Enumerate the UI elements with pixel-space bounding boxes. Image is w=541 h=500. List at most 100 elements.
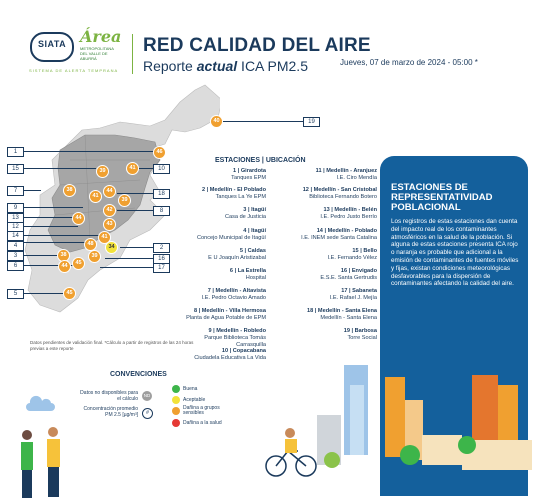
leader-line-2 bbox=[120, 247, 155, 248]
station-entry: 6 | La Estrella Hospital bbox=[229, 268, 266, 281]
station-marker[interactable]: 41 bbox=[89, 190, 102, 203]
station-entry: 4 | Itagüí Concejo Municipal de Itagüí bbox=[196, 228, 266, 241]
legend-title: CONVENCIONES bbox=[110, 371, 167, 378]
person-legs bbox=[48, 467, 59, 497]
station-box[interactable]: 15 bbox=[7, 164, 24, 174]
station-entry: 12 | Medellín - San Cristobal Biblioteca … bbox=[302, 187, 377, 200]
station-entry: 16 | Envigado E.S.E. Santa Gertrudis bbox=[320, 268, 377, 281]
leader-line-8 bbox=[117, 210, 155, 211]
cloud-icon bbox=[30, 32, 74, 62]
station-box[interactable]: 14 bbox=[7, 231, 24, 241]
station-box[interactable]: 3 bbox=[7, 251, 24, 261]
station-box[interactable]: 6 bbox=[7, 261, 24, 271]
stations-heading: ESTACIONES | UBICACIÓN bbox=[215, 157, 306, 164]
station-marker[interactable]: 39 bbox=[118, 194, 131, 207]
leader-line-5 bbox=[23, 293, 68, 294]
legend-label-harmful: Dañina a la salud bbox=[183, 420, 222, 426]
station-box[interactable]: 1 bbox=[7, 147, 24, 157]
person-legs bbox=[22, 470, 32, 498]
station-marker[interactable]: 43 bbox=[103, 218, 116, 231]
map-note: Datos pendientes de validación final. *C… bbox=[30, 340, 194, 351]
leader-line-12 bbox=[23, 226, 78, 227]
station-box[interactable]: 5 bbox=[7, 289, 24, 299]
map-municipal-lines bbox=[54, 134, 150, 241]
station-marker[interactable]: 44 bbox=[103, 185, 116, 198]
building-mid bbox=[405, 400, 423, 460]
legend-no-data-label: Datos no disponibles para el cálculo bbox=[80, 390, 138, 402]
station-marker[interactable]: 39 bbox=[88, 250, 101, 263]
station-marker[interactable]: 39 bbox=[96, 165, 109, 178]
station-marker[interactable]: 40 bbox=[210, 115, 223, 128]
station-marker[interactable]: 46 bbox=[153, 146, 166, 159]
tree bbox=[324, 452, 340, 468]
leader-line-6 bbox=[23, 265, 73, 266]
person-body bbox=[21, 442, 33, 470]
station-marker[interactable]: 42 bbox=[103, 204, 116, 217]
station-box[interactable]: 10 bbox=[153, 164, 170, 174]
legend-dot-good bbox=[172, 385, 180, 393]
station-box[interactable]: 18 bbox=[153, 189, 170, 199]
leader-line-9 bbox=[23, 207, 83, 208]
station-box[interactable]: 2 bbox=[153, 243, 170, 253]
cyclist-head bbox=[285, 428, 295, 438]
station-entry: 18 | Medellín - Santa Elena Medellín - Sa… bbox=[307, 308, 377, 321]
building-orange-1 bbox=[385, 377, 405, 457]
leader-line-19 bbox=[223, 121, 303, 122]
station-marker[interactable]: 41 bbox=[126, 162, 139, 175]
station-marker[interactable]: 44 bbox=[72, 212, 85, 225]
bike-frame bbox=[275, 449, 307, 467]
station-marker[interactable]: 44 bbox=[58, 260, 71, 273]
station-entry: 17 | Sabaneta I.E. Rafael J. Mejía bbox=[329, 288, 377, 301]
station-entry: 7 | Medellín - Altavista I.E. Pedro Octav… bbox=[201, 288, 266, 301]
tree bbox=[400, 445, 420, 465]
station-entry: 15 | Bello I.E. Fernando Vélez bbox=[327, 248, 377, 261]
leader-line-7 bbox=[23, 190, 41, 191]
leader-line-16 bbox=[105, 258, 155, 259]
station-entry: 19 | Barbosa Torre Social bbox=[343, 328, 377, 341]
panel-title: ESTACIONES DE REPRESENTATIVIDAD POBLACIO… bbox=[391, 182, 493, 213]
amva-logo-text: Área bbox=[80, 27, 122, 46]
city-illustration bbox=[265, 365, 532, 477]
avg-badge: # bbox=[142, 408, 153, 419]
station-entry: 1 | Girardota Tanques EPM bbox=[231, 168, 266, 181]
station-box[interactable]: 9 bbox=[7, 203, 24, 213]
leader-line-1 bbox=[23, 151, 153, 152]
leader-line-4 bbox=[23, 255, 58, 256]
leader-line-14 bbox=[23, 235, 108, 236]
leader-line-13 bbox=[23, 217, 78, 218]
page-subtitle: Reporte actual ICA PM2.5 bbox=[143, 58, 308, 74]
station-box[interactable]: 8 bbox=[153, 206, 170, 216]
bike-wheel bbox=[295, 455, 317, 477]
building-house bbox=[422, 435, 462, 465]
no-data-badge: ND bbox=[142, 391, 152, 401]
station-marker[interactable]: 38 bbox=[63, 184, 76, 197]
leader-line-11 bbox=[23, 242, 88, 243]
station-marker[interactable]: 41 bbox=[98, 231, 111, 244]
station-entry: 9 | Medellín - Robledo Parque Biblioteca … bbox=[204, 328, 266, 348]
legend-label-good: Buena bbox=[183, 386, 198, 392]
legend-avg-label: Concentración promedio PM 2.5 [µg/m³] bbox=[83, 406, 138, 418]
leader-line-15 bbox=[23, 168, 96, 169]
amva-logo-sub: METROPOLITANA DEL VALLE DE ABURRÁ bbox=[80, 46, 114, 61]
leader-line-10 bbox=[137, 168, 157, 169]
station-box[interactable]: 19 bbox=[303, 117, 320, 127]
person-body bbox=[47, 439, 60, 467]
station-marker[interactable]: 45 bbox=[63, 287, 76, 300]
station-marker[interactable]: 34 bbox=[105, 241, 118, 254]
valle-aburra-map bbox=[24, 84, 220, 313]
siata-logo: SIATA bbox=[30, 30, 74, 68]
bike-wheel bbox=[265, 455, 287, 477]
siata-logo-text: SIATA bbox=[38, 39, 67, 49]
building-tower-light bbox=[350, 385, 364, 455]
station-entry: 8 | Medellín - Villa Hermosa Planta de Ag… bbox=[186, 308, 266, 321]
station-entry: 14 | Medellín - Poblado I.E. INEM sede Sa… bbox=[301, 228, 377, 241]
station-box[interactable]: 4 bbox=[7, 241, 24, 251]
station-marker[interactable]: 45 bbox=[72, 257, 85, 270]
legend-label-acceptable: Aceptable bbox=[183, 397, 206, 403]
legend-dot-sensitive bbox=[172, 407, 180, 415]
person-head bbox=[22, 430, 32, 440]
station-box[interactable]: 7 bbox=[7, 186, 24, 196]
station-entry: 3 | Itagüí Casa de Justicia bbox=[224, 207, 266, 220]
station-box[interactable]: 17 bbox=[153, 263, 170, 273]
tree bbox=[458, 436, 476, 454]
